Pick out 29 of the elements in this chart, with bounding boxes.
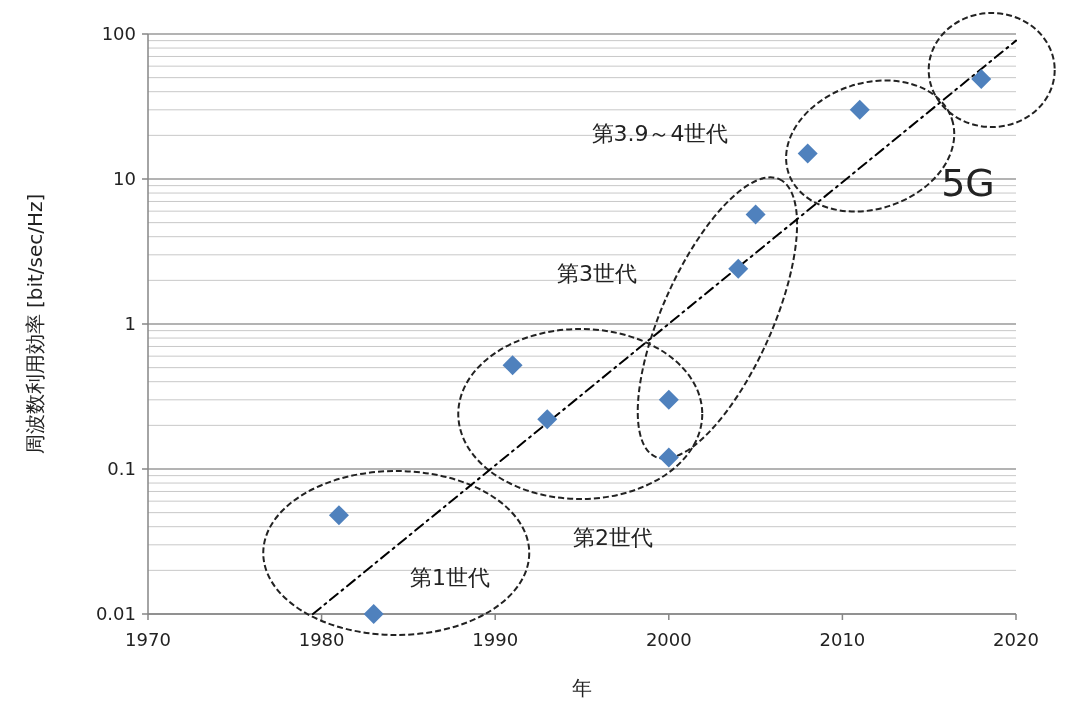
x-tick-label: 2000 (645, 629, 692, 650)
annotation: 第3.9～4世代 (591, 121, 729, 146)
point (363, 604, 384, 624)
y-tick-label: 1 (124, 313, 136, 334)
x-tick-label: 1970 (125, 629, 171, 650)
point (537, 409, 558, 430)
point (971, 68, 992, 89)
point (658, 389, 679, 410)
annotation: 第3世代 (557, 261, 637, 286)
annotation: 5G (941, 161, 995, 205)
y-tick-label: 10 (113, 168, 136, 189)
point (658, 447, 679, 468)
annotation: 第2世代 (573, 525, 653, 550)
point (328, 505, 349, 526)
point (797, 143, 818, 164)
x-tick-label: 2020 (993, 629, 1039, 650)
y-tick-label: 0.1 (107, 458, 136, 479)
y-axis-title: 周波数利用効率 [bit/sec/Hz] (23, 193, 47, 455)
annotation: 第1世代 (410, 565, 490, 590)
y-tick-label: 0.01 (95, 603, 136, 624)
point (728, 258, 749, 279)
y-tick-label: 100 (101, 23, 136, 44)
point (849, 99, 870, 120)
x-axis-title: 年 (572, 676, 592, 700)
x-tick-label: 1990 (472, 629, 519, 650)
x-tick-label: 2010 (819, 629, 866, 650)
point (745, 204, 766, 225)
point (502, 355, 523, 376)
x-tick-label: 1980 (298, 629, 345, 650)
